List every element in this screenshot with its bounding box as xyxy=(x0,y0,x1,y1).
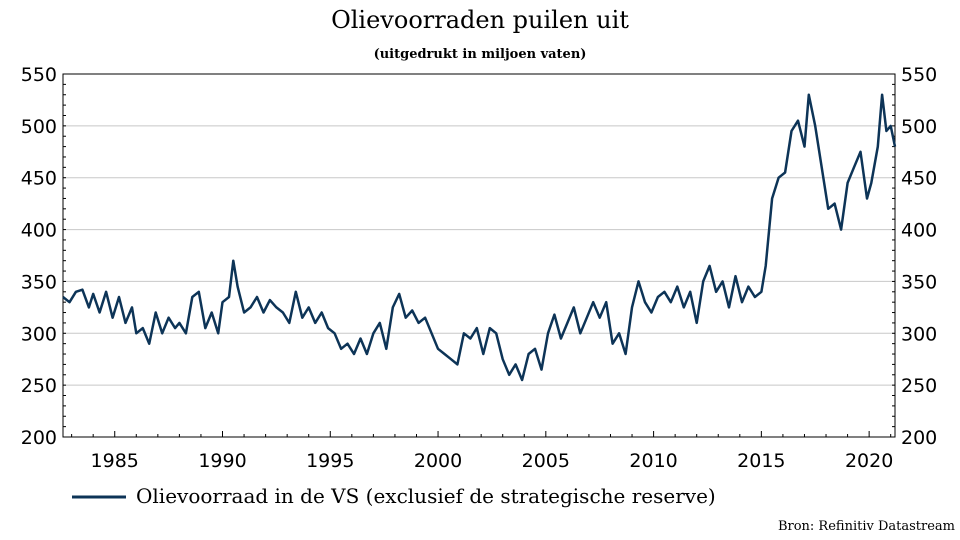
y-tick-label-right: 300 xyxy=(901,323,937,345)
gridlines xyxy=(63,125,895,386)
y-tick-label-left: 350 xyxy=(21,271,57,293)
y-tick-label-left: 250 xyxy=(21,375,57,397)
series-line xyxy=(62,93,897,382)
x-tick-label: 2010 xyxy=(629,450,677,472)
y-tick-label-left: 450 xyxy=(21,168,57,190)
y-axis-left: 200 250 300 350 400 450 500 550 xyxy=(21,64,57,449)
x-tick-label: 2020 xyxy=(845,450,893,472)
x-tick-label: 2005 xyxy=(522,450,570,472)
y-tick-label-right: 250 xyxy=(901,375,937,397)
minor-ticks xyxy=(63,73,895,438)
y-tick-label-left: 400 xyxy=(21,220,57,242)
x-tick-label: 2015 xyxy=(737,450,785,472)
y-tick-label-left: 200 xyxy=(21,427,57,449)
x-tick-label: 1990 xyxy=(198,450,246,472)
y-tick-label-left: 550 xyxy=(21,64,57,86)
y-tick-label-right: 350 xyxy=(901,271,937,293)
plot-frame xyxy=(62,73,896,438)
legend: Olievoorraad in de VS (exclusief de stra… xyxy=(72,484,716,508)
y-tick-label-right: 450 xyxy=(901,168,937,190)
y-tick-label-right: 200 xyxy=(901,427,937,449)
y-tick-label-right: 400 xyxy=(901,220,937,242)
y-tick-label-right: 500 xyxy=(901,116,937,138)
x-tick-label: 1985 xyxy=(91,450,139,472)
series-group xyxy=(62,93,897,382)
source-note: Bron: Refinitiv Datastream xyxy=(778,519,955,534)
y-tick-label-left: 300 xyxy=(21,323,57,345)
x-axis: 1985 1990 1995 2000 2005 2010 2015 2020 xyxy=(91,450,894,472)
chart-title: Olievoorraden puilen uit xyxy=(331,6,629,34)
x-tick-label: 2000 xyxy=(414,450,462,472)
chart-subtitle: (uitgedrukt in miljoen vaten) xyxy=(374,47,587,62)
y-tick-label-left: 500 xyxy=(21,116,57,138)
x-tick-label: 1995 xyxy=(306,450,354,472)
y-tick-label-right: 550 xyxy=(901,64,937,86)
y-axis-right: 200 250 300 350 400 450 500 550 xyxy=(901,64,937,449)
legend-label: Olievoorraad in de VS (exclusief de stra… xyxy=(136,484,716,508)
